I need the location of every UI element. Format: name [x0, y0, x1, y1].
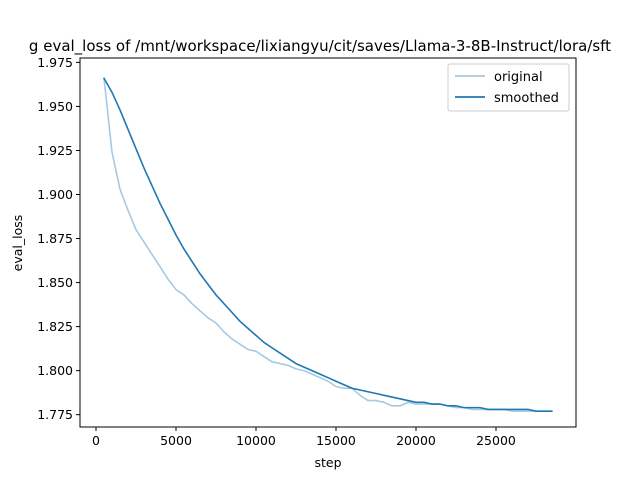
- axes-frame: [79, 57, 577, 428]
- series-line-smoothed: [103, 77, 553, 412]
- series-line-original: [103, 77, 553, 412]
- y-axis-label: eval_loss: [10, 215, 25, 272]
- legend: original smoothed: [447, 63, 570, 112]
- x-tick-label: 5000: [160, 433, 192, 448]
- x-tick-label: 25000: [476, 433, 516, 448]
- y-tick-label: 1.825: [37, 319, 73, 334]
- axes-background: [80, 58, 576, 427]
- y-axis: 1.775 1.800 1.825 1.850 1.875 1.900 1.925 1.950…: [37, 55, 80, 422]
- x-tick-label: 10000: [236, 433, 276, 448]
- x-tick-label: 15000: [316, 433, 356, 448]
- plot-area: [80, 58, 576, 427]
- x-axis: 0 5000 10000 15000 20000 25000: [92, 427, 516, 448]
- y-tick-label: 1.800: [37, 363, 73, 378]
- legend-smoothed-label: smoothed: [494, 91, 559, 106]
- x-tick-label: 20000: [396, 433, 436, 448]
- x-tick-label: 0: [92, 433, 100, 448]
- y-tick-label: 1.875: [37, 231, 73, 246]
- y-tick-label: 1.775: [37, 407, 73, 422]
- y-tick-label: 1.975: [37, 55, 73, 70]
- x-axis-label: step: [314, 455, 341, 470]
- y-tick-label: 1.925: [37, 143, 73, 158]
- y-tick-label: 1.850: [37, 275, 73, 290]
- series-layer: [103, 77, 553, 412]
- y-tick-label: 1.900: [37, 187, 73, 202]
- legend-original-label: original: [494, 70, 543, 85]
- chart-title: g eval_loss of /mnt/workspace/lixiangyu/…: [29, 37, 611, 56]
- y-tick-label: 1.950: [37, 99, 73, 114]
